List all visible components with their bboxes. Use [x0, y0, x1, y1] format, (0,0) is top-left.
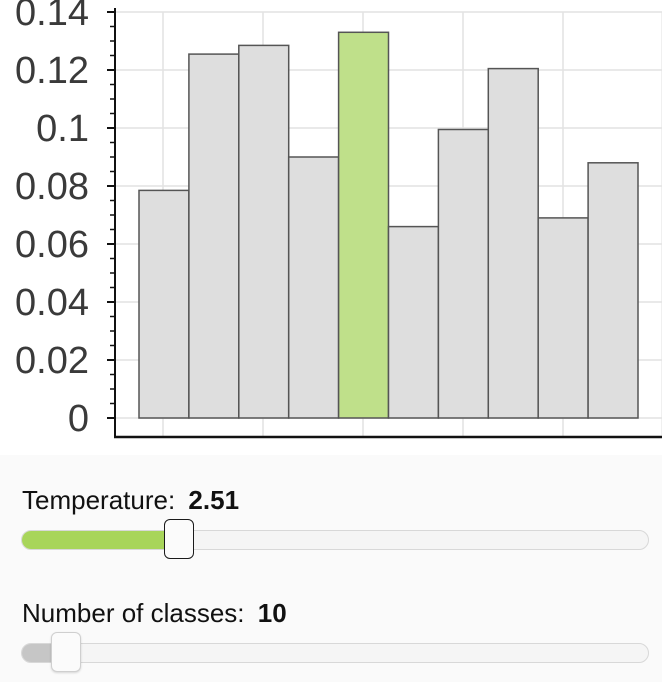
y-tick-labels: 0 0.02 0.04 0.06 0.08 0.1 0.12 0.14	[15, 0, 89, 440]
y-tick-label: 0.06	[15, 224, 89, 266]
axes	[107, 8, 662, 439]
classes-slider-thumb[interactable]	[50, 632, 81, 672]
histogram-bar	[188, 53, 240, 419]
temperature-label-row: Temperature: 2.51	[22, 485, 239, 516]
temperature-value: 2.51	[188, 485, 240, 515]
y-tick-label: 0.04	[15, 282, 89, 324]
probability-histogram: 0 0.02 0.04 0.06 0.08 0.1 0.12 0.14	[15, 0, 662, 440]
y-tick-label: 0.14	[15, 0, 89, 34]
histogram-bar	[138, 189, 190, 419]
y-tick-label: 0.02	[15, 340, 89, 382]
classes-slider[interactable]	[21, 632, 649, 672]
histogram-bar	[287, 156, 340, 419]
bars	[138, 31, 639, 419]
temperature-slider-fill	[22, 531, 179, 549]
classes-label: Number of classes:	[22, 598, 245, 628]
temperature-slider-thumb[interactable]	[163, 519, 194, 559]
histogram-bar	[537, 217, 589, 419]
controls-panel: Temperature: 2.51 Number of classes: 10	[0, 455, 662, 682]
histogram-bar	[387, 225, 440, 419]
histogram-bar	[437, 128, 490, 419]
y-tick-label: 0.12	[15, 50, 89, 92]
histogram-bar	[487, 67, 539, 419]
temperature-slider[interactable]	[21, 519, 649, 559]
histogram-bar-highlighted	[337, 31, 390, 419]
histogram-bar	[587, 162, 639, 419]
classes-label-row: Number of classes: 10	[22, 598, 287, 629]
histogram-bar	[238, 44, 290, 419]
temperature-label: Temperature:	[22, 485, 176, 515]
y-tick-label: 0.08	[15, 166, 89, 208]
histogram-svg: 0 0.02 0.04 0.06 0.08 0.1 0.12 0.14	[15, 0, 662, 440]
y-tick-label: 0.1	[36, 108, 89, 150]
y-tick-label: 0	[68, 398, 89, 440]
classes-value: 10	[257, 598, 287, 628]
